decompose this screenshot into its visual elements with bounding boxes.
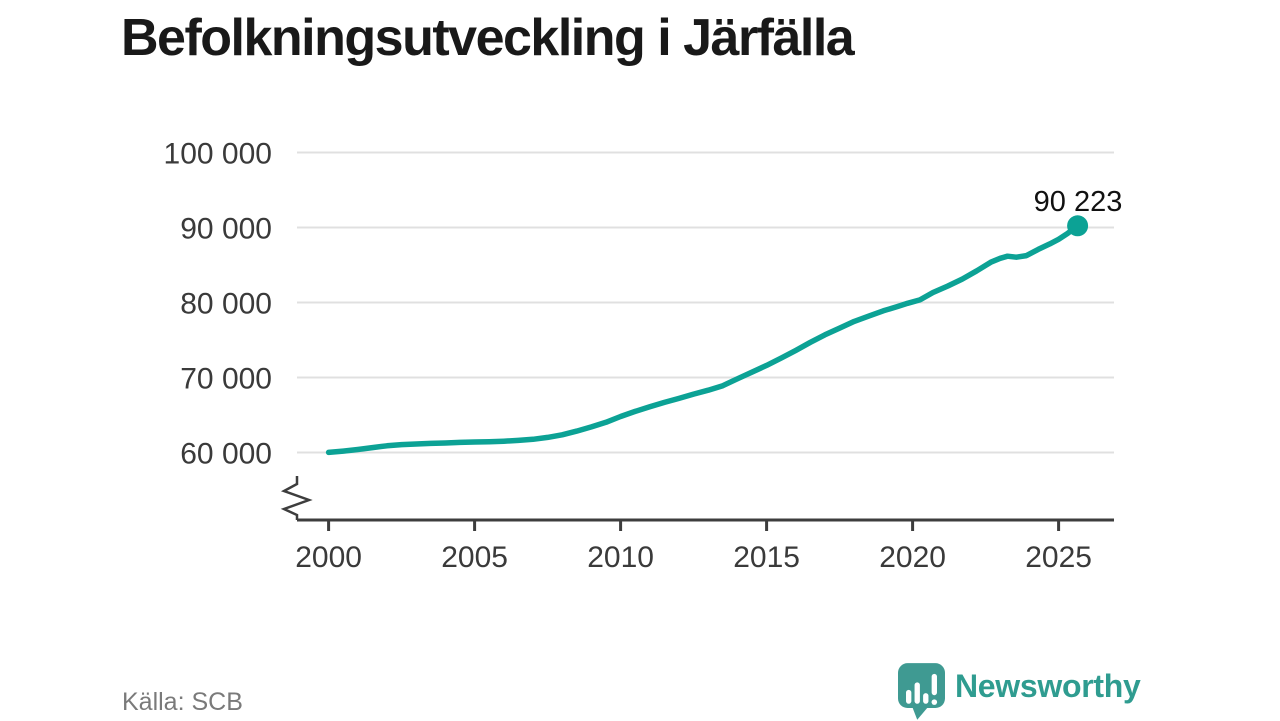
- x-tick-label: 2000: [295, 541, 362, 574]
- gridlines: [297, 151, 1114, 454]
- x-tick-label: 2025: [1025, 541, 1092, 574]
- logo-exclamation-bar: [931, 673, 937, 696]
- speech-bubble-icon: [898, 663, 945, 720]
- speech-bubble-tail: [911, 705, 929, 720]
- axis-break-zigzag: [280, 476, 313, 520]
- x-tick-label: 2015: [733, 541, 800, 574]
- x-tick-label: 2005: [441, 541, 508, 574]
- x-tick-label: 2010: [587, 541, 654, 574]
- bar-chart-exclamation-icon: [906, 673, 938, 705]
- y-tick-label: 70 000: [180, 363, 272, 396]
- newsworthy-logo: Newsworthy: [898, 663, 1141, 721]
- y-tick-label: 60 000: [180, 438, 272, 471]
- end-value-label: 90 223: [1033, 186, 1123, 218]
- logo-bar-1: [906, 689, 912, 704]
- source-label: Källa: SCB: [122, 688, 243, 716]
- y-tick-label: 100 000: [164, 138, 272, 171]
- line-chart: 60 000 70 000 80 000 90 000 100 000 2000 2005…: [164, 138, 1114, 574]
- x-axis-ticks: 2000 2005 2010 2015 2020 2025: [295, 520, 1092, 574]
- chart-title: Befolkningsutveckling i Järfälla: [121, 9, 855, 67]
- population-line: [325, 223, 1081, 456]
- series-group: [325, 215, 1089, 456]
- y-tick-label: 80 000: [180, 288, 272, 321]
- newsworthy-logo-text: Newsworthy: [955, 668, 1141, 704]
- logo-exclamation-dot: [931, 699, 938, 705]
- logo-bar-3: [923, 693, 929, 704]
- logo-bar-2: [914, 682, 920, 704]
- speech-bubble-shape: [898, 663, 945, 709]
- y-tick-label: 90 000: [180, 213, 272, 246]
- end-point-dot: [1067, 215, 1089, 237]
- newsworthy-logo-icon: [898, 663, 945, 720]
- y-axis-labels: 60 000 70 000 80 000 90 000 100 000: [164, 138, 272, 471]
- x-tick-label: 2020: [879, 541, 946, 574]
